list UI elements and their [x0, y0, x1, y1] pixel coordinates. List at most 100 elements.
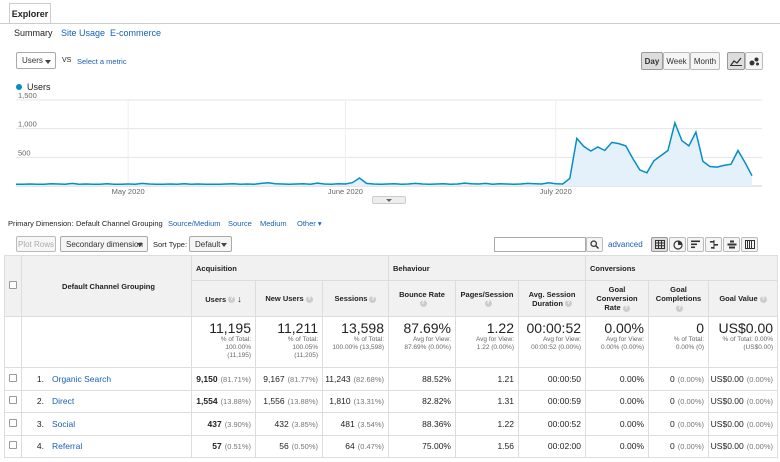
line-chart-button[interactable]	[727, 52, 745, 70]
help-icon[interactable]: ?	[564, 300, 572, 308]
col-sessions[interactable]: Sessions?	[322, 280, 389, 317]
column-header-row: Users? ↓ New Users? Sessions? Bounce Rat…	[5, 280, 779, 317]
col-goal-conversion-rate[interactable]: Goal Conversion Rate?	[585, 280, 650, 317]
metric-select[interactable]: Users	[16, 52, 56, 69]
col-pages-session[interactable]: Pages/Session?	[455, 280, 519, 317]
dimension-header[interactable]: Default Channel Grouping	[21, 255, 192, 317]
row-goal-conversion: 0.00%	[585, 367, 650, 391]
table-row: 1. Organic Search 9,150 (81.71%) 9,167 (81.…	[4, 367, 779, 391]
row-checkbox-cell[interactable]	[4, 389, 22, 413]
chevron-down-icon	[386, 198, 392, 202]
table-search-input[interactable]	[494, 237, 586, 252]
row-goal-conversion: 0.00%	[585, 389, 650, 413]
secondary-dimension-label: Secondary dimension	[66, 239, 143, 249]
col-goal-completions[interactable]: Goal Completions?	[648, 280, 710, 317]
help-icon[interactable]: ?	[622, 304, 630, 312]
subtab-summary[interactable]: Summary	[14, 28, 53, 38]
row-new-users-pct: (3.85%)	[291, 419, 318, 429]
help-icon[interactable]: ?	[419, 300, 427, 308]
row-checkbox-cell[interactable]	[4, 412, 22, 436]
total-sub: 0.00% (0.00%)	[601, 344, 645, 351]
chevron-down-icon	[45, 59, 51, 64]
row-goal-conversion: 0.00%	[585, 412, 650, 436]
month-button[interactable]: Month	[690, 52, 720, 70]
row-checkbox-cell[interactable]	[4, 434, 22, 458]
row-bounce-rate: 88.52%	[388, 367, 456, 391]
dimension-source-medium[interactable]: Source/Medium	[168, 219, 221, 228]
row-goal-value-value: US$0.00	[710, 396, 744, 407]
select-all-checkbox[interactable]	[9, 281, 17, 289]
row-goal-value-pct: (0.00%)	[746, 397, 774, 407]
row-checkbox[interactable]	[9, 373, 17, 382]
help-icon[interactable]: ?	[676, 304, 684, 312]
secondary-dimension-select[interactable]: Secondary dimension	[60, 236, 148, 252]
row-checkbox-cell[interactable]	[4, 367, 22, 391]
subtab-ecommerce[interactable]: E-commerce	[110, 28, 162, 38]
view-performance-button[interactable]	[687, 237, 704, 252]
select-all-cell[interactable]	[4, 255, 22, 317]
total-value: US$0.00	[718, 320, 774, 336]
row-sessions: 11,243 (82.68%)	[322, 367, 389, 391]
help-icon[interactable]: ?	[305, 295, 313, 303]
row-channel-link[interactable]: Referral	[52, 441, 83, 452]
row-checkbox[interactable]	[9, 418, 17, 427]
select-metric-link[interactable]: Select a metric	[77, 57, 127, 66]
help-icon[interactable]: ?	[484, 300, 492, 308]
sort-type-select[interactable]: Default	[189, 236, 232, 252]
col-goal-value-label: Goal Value	[719, 294, 758, 303]
vs-label: VS	[62, 57, 72, 64]
total-goal-completions: 0% of Total: 0.00% (0)	[648, 316, 710, 368]
view-pie-button[interactable]	[669, 237, 686, 252]
totals-blank	[4, 316, 22, 368]
col-new-users[interactable]: New Users?	[255, 280, 323, 317]
row-pages-session: 1.22	[455, 412, 519, 436]
row-dimension-cell: 4. Referral	[21, 434, 192, 458]
dimension-source[interactable]: Source	[228, 219, 252, 228]
row-channel-link[interactable]: Social	[52, 418, 76, 429]
view-table-button[interactable]	[651, 237, 668, 252]
total-sub: 0.00% (0)	[675, 344, 705, 351]
day-button[interactable]: Day	[641, 52, 663, 70]
col-goal-value[interactable]: Goal Value?	[708, 280, 779, 317]
row-goal-completions-value: 0	[670, 396, 675, 407]
dimension-medium[interactable]: Medium	[260, 219, 287, 228]
help-icon[interactable]: ?	[759, 295, 767, 303]
row-bounce-rate: 88.36%	[388, 412, 456, 436]
dimension-default-channel[interactable]: Default Channel Grouping	[76, 219, 163, 228]
row-channel-link[interactable]: Organic Search	[52, 373, 112, 384]
dimension-other[interactable]: Other ▾	[297, 219, 322, 228]
advanced-link[interactable]: advanced	[608, 240, 643, 249]
view-term-cloud-button[interactable]	[723, 237, 740, 252]
plot-rows-button[interactable]: Plot Rows	[16, 236, 56, 252]
help-icon[interactable]: ?	[369, 295, 377, 303]
col-users[interactable]: Users? ↓	[191, 280, 256, 317]
total-value: 00:00:52	[526, 320, 582, 336]
row-users-value: 9,150	[196, 373, 218, 384]
search-button[interactable]	[586, 237, 603, 252]
bar-list-icon	[690, 240, 700, 249]
row-checkbox[interactable]	[9, 396, 17, 405]
total-value: 13,598	[341, 320, 384, 336]
group-behaviour: Behaviour	[387, 255, 587, 281]
tab-divider	[0, 23, 780, 24]
week-button[interactable]: Week	[663, 52, 690, 70]
col-avg-duration[interactable]: Avg. Session Duration?	[517, 280, 587, 317]
total-sub: Avg for View:	[412, 336, 451, 343]
pie-chart-icon	[672, 239, 683, 250]
help-icon[interactable]: ?	[228, 296, 236, 304]
row-sessions-value: 1,810	[329, 396, 351, 407]
view-pivot-button[interactable]	[741, 237, 758, 252]
view-comparison-button[interactable]	[705, 237, 722, 252]
tab-explorer[interactable]: Explorer	[9, 3, 51, 23]
row-goal-value-value: US$0.00	[710, 373, 744, 384]
subtab-site-usage[interactable]: Site Usage	[61, 28, 106, 38]
group-conversions: Conversions	[585, 255, 779, 281]
total-sub: Avg for View:	[475, 336, 514, 343]
chart-resize-handle[interactable]	[372, 196, 406, 204]
col-bounce-rate[interactable]: Bounce Rate?	[388, 280, 456, 317]
row-channel-link[interactable]: Direct	[52, 396, 75, 407]
table-row: 3. Social 437 (3.90%) 432 (3.85%) 481 (3.54%…	[4, 412, 779, 436]
legend-dot-icon	[16, 84, 22, 90]
motion-chart-button[interactable]	[745, 52, 763, 70]
row-checkbox[interactable]	[9, 441, 17, 450]
